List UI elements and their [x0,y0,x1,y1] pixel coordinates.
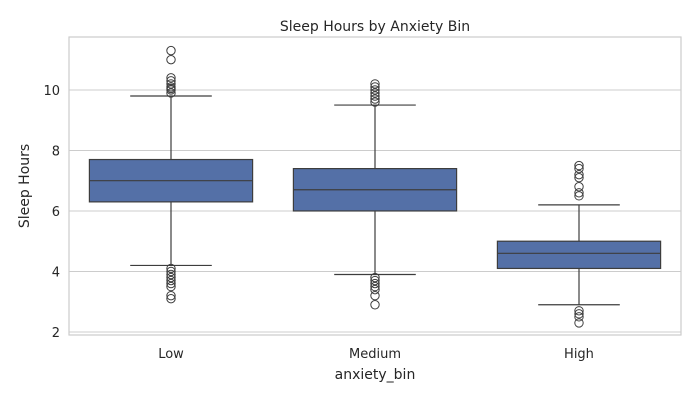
outlier-point [370,97,380,107]
outlier-point [166,281,176,292]
outlier-point [370,94,380,104]
outlier-point [574,318,584,328]
x-axis-label: anxiety_bin [335,367,416,383]
box-group-medium [292,79,458,310]
outlier-point [574,182,584,192]
outlier-point [166,278,176,289]
outlier-point [370,85,380,95]
outlier-point [166,45,176,56]
y-axis-label: Sleep Hours [17,144,33,228]
y-tick-label: 8 [52,144,60,159]
outlier-point [166,269,176,280]
x-tick-label: Low [158,347,184,362]
boxes [88,45,662,328]
x-axis-ticks: Low Medium High [158,347,594,362]
outlier-point [574,169,584,180]
outlier-point [370,284,380,295]
outlier-point [574,163,584,174]
outlier-point [574,160,584,171]
box-group-high [496,160,662,328]
x-tick-label: Medium [349,347,401,362]
outlier-point [370,281,380,292]
outlier-point [166,73,176,83]
box-group-low [88,45,254,304]
outlier-point [574,191,584,201]
outlier-point [166,263,176,274]
outlier-point [370,272,380,283]
outlier-point [166,293,176,304]
outlier-point [370,278,380,289]
y-tick-label: 6 [52,205,60,220]
plot-area-frame [68,36,682,336]
chart-title: Sleep Hours by Anxiety Bin [280,19,470,35]
iqr-box [496,240,662,270]
outlier-point [574,306,584,316]
outlier-point [166,79,176,89]
outlier-point [574,172,584,183]
outlier-point [370,79,380,89]
y-tick-label: 4 [52,265,60,280]
outlier-point [166,290,176,301]
y-tick-label: 2 [52,326,60,341]
outlier-point [166,82,176,92]
outlier-point [370,88,380,98]
outlier-point [370,275,380,286]
outlier-point [574,312,584,322]
outlier-point [166,88,176,98]
outlier-point [166,275,176,286]
y-tick-label: 10 [43,84,60,99]
outlier-point [370,300,380,310]
y-axis-ticks: 2 4 6 8 10 [43,84,60,341]
outlier-point [166,266,176,277]
outlier-point [166,76,176,86]
outlier-point [166,54,176,65]
x-tick-label: High [564,347,594,362]
outlier-point [370,91,380,101]
outlier-point [574,309,584,319]
outlier-point [370,82,380,92]
outlier-point [370,290,380,301]
outlier-point [574,188,584,198]
outlier-point [166,272,176,283]
